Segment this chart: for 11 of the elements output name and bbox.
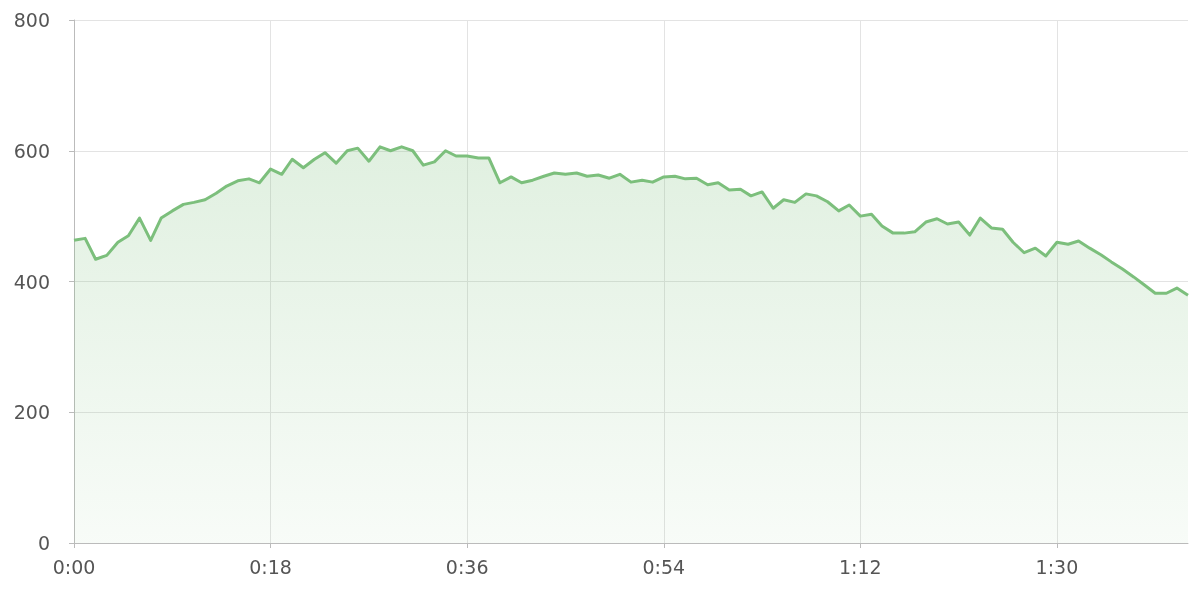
y-tick-label: 800 [13,9,50,31]
x-tick-label: 0:18 [249,555,292,578]
y-tick-label: 0 [37,532,50,554]
y-tick-label: 400 [13,270,50,293]
x-tick-label: 0:54 [642,555,686,578]
x-tick-label: 0:00 [52,555,96,578]
y-tick-label: 600 [13,139,50,162]
x-tick-label: 0:36 [445,555,489,578]
x-tick-label: 1:12 [839,555,882,578]
y-tick-label: 200 [13,401,50,424]
x-tick-label: 1:30 [1035,555,1079,578]
